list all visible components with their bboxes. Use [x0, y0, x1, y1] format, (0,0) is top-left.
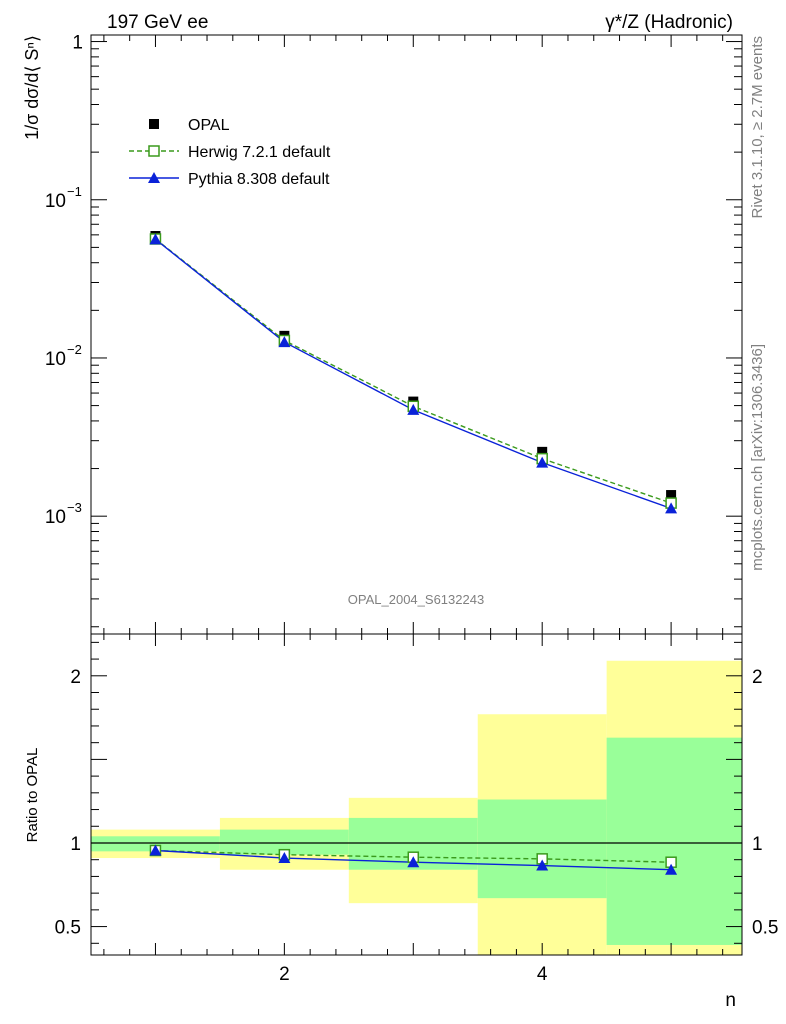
- main-line-pythia-8-308-default: [155, 238, 672, 510]
- main-y-tick-label: 10: [45, 191, 66, 212]
- legend-marker-2: [148, 145, 160, 157]
- main-y-tick-exponent: −2: [67, 342, 82, 357]
- ratio-y-tick-label-left: 2: [70, 667, 81, 688]
- main-y-tick-label: 10: [45, 507, 66, 528]
- legend: OPAL Herwig 7.2.1 default Pythia 8.308 def…: [129, 117, 331, 188]
- ratio-y-tick-label-right: 2: [752, 667, 763, 688]
- ratio-panel-frame: 2 4 0.5 0.5 1 1 2 2: [55, 633, 778, 985]
- main-point-pythia-3: [407, 403, 420, 415]
- ratio-point-pythia-2: [278, 852, 291, 864]
- legend-label-1: OPAL: [188, 117, 230, 134]
- main-point-pythia-5: [665, 502, 678, 514]
- main-point-pythia-4: [536, 456, 549, 468]
- main-line-herwig-7-2-1-default: [155, 238, 672, 504]
- ratio-point-pythia-4: [536, 859, 549, 871]
- main-panel-series: [149, 231, 678, 514]
- x-tick-label: 2: [279, 964, 290, 985]
- side-label-top: Rivet 3.1.10, ≥ 2.7M events: [749, 36, 766, 219]
- analysis-watermark: OPAL_2004_S6132243: [348, 592, 484, 607]
- ratio-y-axis-label: Ratio to OPAL: [24, 748, 41, 843]
- side-label-bottom: mcplots.cern.ch [arXiv:1306.3436]: [749, 344, 766, 571]
- legend-label-2: Herwig 7.2.1 default: [188, 144, 331, 161]
- x-axis-label: n: [725, 990, 736, 1011]
- ratio-band-green-4: [477, 799, 607, 899]
- main-y-tick-label: 1: [72, 33, 83, 54]
- main-point-pythia-1: [149, 233, 162, 245]
- x-tick-label: 4: [537, 964, 548, 985]
- ratio-band-green-1: [91, 836, 220, 852]
- ratio-panel-series: [149, 844, 678, 875]
- ratio-uncertainty-bands: [91, 660, 742, 955]
- header-left-label: 197 GeV ee: [107, 12, 208, 33]
- main-point-pythia-2: [278, 336, 291, 348]
- ratio-point-pythia-5: [665, 863, 678, 875]
- ratio-point-pythia-1: [149, 844, 162, 856]
- ratio-band-green-5: [606, 737, 742, 945]
- main-point-opal-4: [537, 446, 548, 457]
- legend-marker-3: [148, 172, 160, 183]
- main-y-axis-label: 1/σ dσ/d⟨ Sⁿ⟩: [22, 35, 42, 140]
- ratio-y-tick-label-left: 0.5: [55, 918, 81, 939]
- header-right-label: γ*/Z (Hadronic): [605, 12, 733, 33]
- ratio-panel-border: [90, 633, 743, 956]
- main-y-tick-exponent: −1: [67, 184, 82, 199]
- legend-label-3: Pythia 8.308 default: [188, 171, 330, 188]
- main-y-tick-exponent: −3: [67, 500, 82, 515]
- main-panel-frame: 110−110−210−3: [45, 33, 743, 635]
- main-point-opal-5: [666, 490, 677, 501]
- ratio-y-tick-label-left: 1: [70, 834, 81, 855]
- ratio-y-tick-label-right: 1: [752, 834, 763, 855]
- main-y-tick-label: 10: [45, 349, 66, 370]
- ratio-point-pythia-3: [407, 856, 420, 868]
- legend-marker-1: [149, 119, 159, 129]
- ratio-y-tick-label-right: 0.5: [752, 918, 778, 939]
